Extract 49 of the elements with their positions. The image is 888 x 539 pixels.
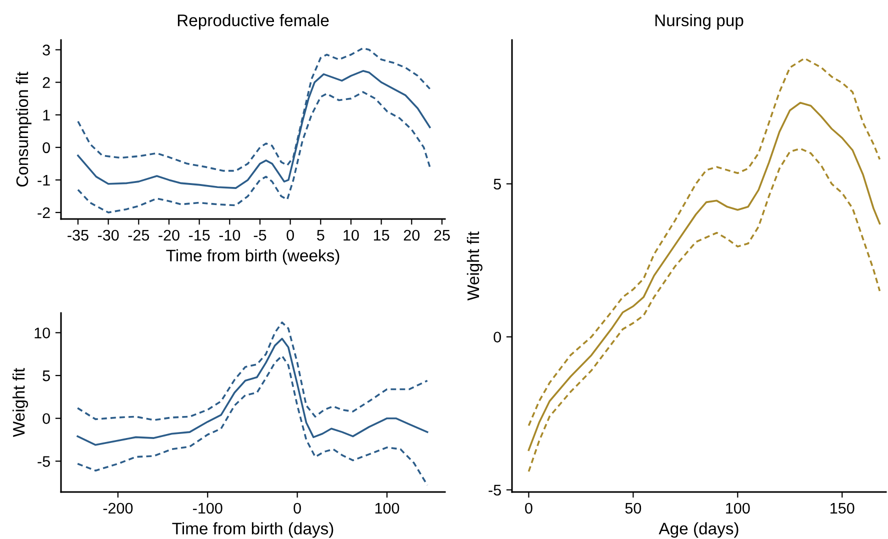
y-tick-label: 0 bbox=[42, 142, 50, 154]
y-tick-label: 0 bbox=[42, 413, 50, 424]
x-axis-title: Time from birth (days) bbox=[172, 522, 334, 538]
x-tick-label: 150 bbox=[830, 502, 854, 514]
y-tick-label: 5 bbox=[494, 178, 501, 190]
y-tick-label: -1 bbox=[38, 174, 50, 186]
chart-title: Nursing pup bbox=[655, 14, 744, 30]
x-axis-title: Time from birth (weeks) bbox=[166, 249, 340, 265]
line-series bbox=[76, 354, 428, 486]
x-tick-label: -15 bbox=[188, 230, 210, 241]
y-tick-label: 5 bbox=[42, 370, 50, 382]
y-tick-label: -5 bbox=[38, 456, 50, 467]
x-tick-label: -35 bbox=[68, 230, 88, 241]
x-tick-label: 20 bbox=[404, 230, 420, 241]
line-series bbox=[528, 102, 881, 451]
x-tick-label: 0 bbox=[294, 502, 301, 514]
x-tick-label: 100 bbox=[375, 502, 400, 514]
x-tick-label: 100 bbox=[726, 502, 750, 514]
x-tick-label: -10 bbox=[219, 230, 240, 241]
y-tick-label: -2 bbox=[38, 207, 50, 218]
x-tick-label: 5 bbox=[317, 230, 324, 241]
y-axis-title: Weight fit bbox=[12, 368, 28, 438]
x-tick-label: -25 bbox=[128, 230, 150, 241]
line-series bbox=[528, 148, 881, 472]
chart-title: Reproductive female bbox=[178, 14, 329, 30]
x-tick-label: 10 bbox=[344, 230, 359, 241]
y-axis-title: Weight fit bbox=[466, 232, 482, 301]
x-tick-label: -100 bbox=[193, 502, 222, 514]
y-axis-title: Consumption fit bbox=[16, 72, 32, 187]
y-tick-label: 10 bbox=[34, 328, 50, 338]
y-tick-label: 0 bbox=[494, 332, 501, 343]
x-tick-label: -5 bbox=[254, 230, 266, 241]
x-tick-label: 0 bbox=[286, 230, 294, 241]
line-series bbox=[528, 57, 881, 426]
line-series bbox=[76, 322, 428, 421]
y-tick-label: 3 bbox=[42, 44, 50, 56]
y-tick-label: -5 bbox=[488, 484, 501, 496]
x-tick-label: -200 bbox=[103, 502, 133, 514]
y-tick-label: 2 bbox=[42, 77, 50, 88]
y-tick-label: 1 bbox=[43, 110, 50, 120]
x-tick-label: -20 bbox=[158, 230, 180, 241]
x-tick-label: 0 bbox=[525, 502, 532, 514]
x-tick-label: 50 bbox=[625, 502, 642, 514]
x-tick-label: 25 bbox=[434, 230, 450, 241]
line-series bbox=[76, 338, 428, 446]
x-tick-label: -30 bbox=[98, 230, 119, 241]
line-series bbox=[77, 91, 431, 214]
x-tick-label: 15 bbox=[374, 230, 390, 241]
x-axis-title: Age (days) bbox=[658, 522, 738, 538]
